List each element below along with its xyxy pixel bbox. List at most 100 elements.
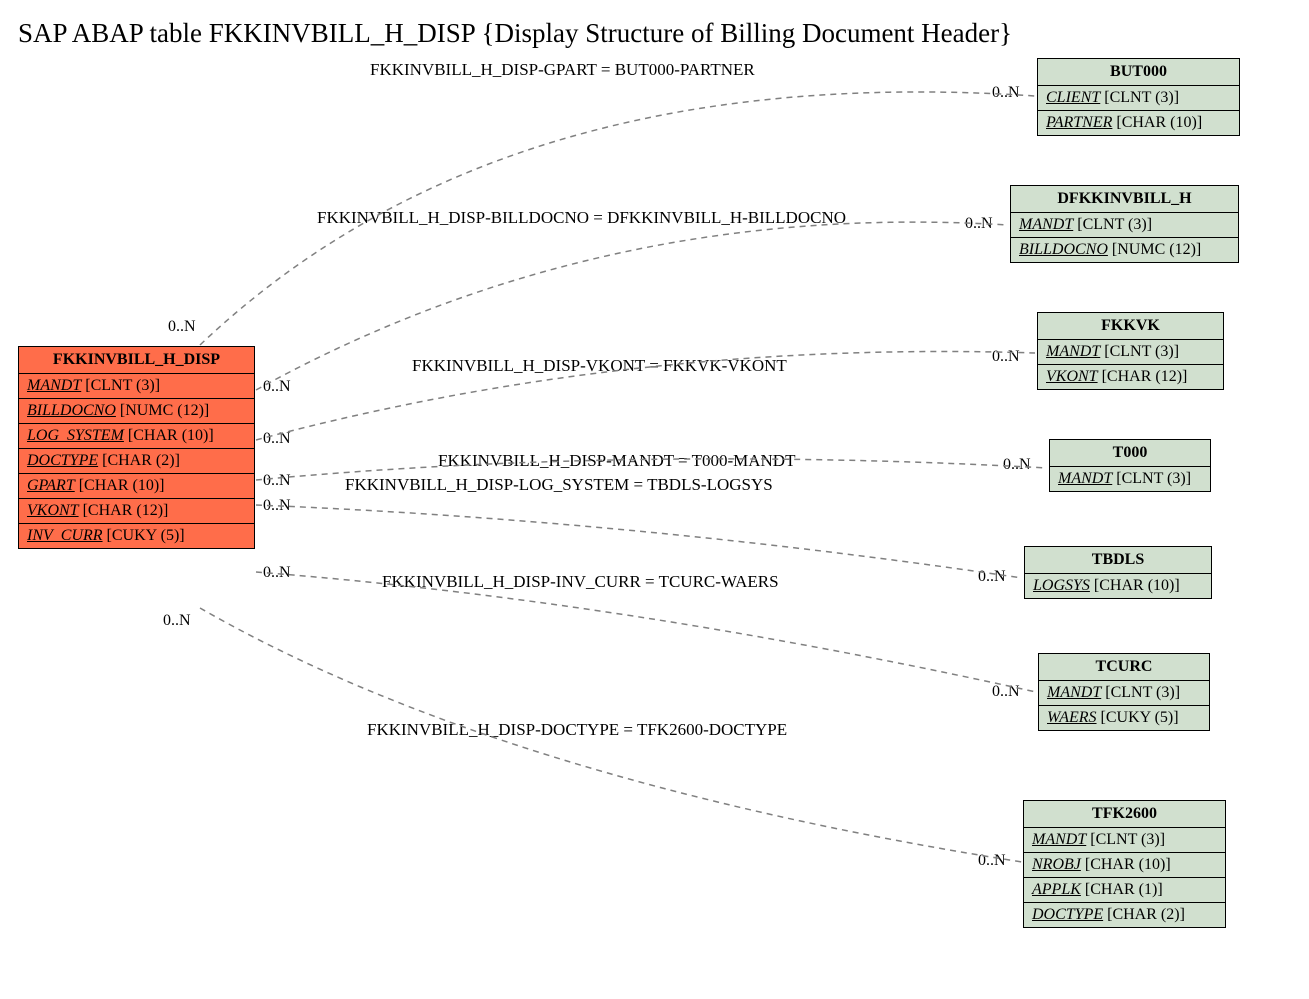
field-name: LOGSYS: [1033, 577, 1090, 594]
cardinality-src: 0..N: [263, 564, 291, 582]
field-name: DOCTYPE: [27, 452, 98, 469]
target-entity: BUT000CLIENT [CLNT (3)]PARTNER [CHAR (10…: [1037, 58, 1240, 136]
field-type: [CLNT (3)]: [1073, 216, 1152, 233]
field-type: [CHAR (2)]: [98, 452, 180, 469]
field-type: [CHAR (10)]: [1081, 856, 1171, 873]
entity-field: MANDT [CLNT (3)]: [19, 374, 254, 399]
entity-field: MANDT [CLNT (3)]: [1038, 340, 1223, 365]
field-type: [CHAR (1)]: [1081, 881, 1163, 898]
target-entity-name: T000: [1050, 440, 1210, 467]
field-name: DOCTYPE: [1032, 906, 1103, 923]
entity-field: VKONT [CHAR (12)]: [19, 499, 254, 524]
cardinality-src: 0..N: [263, 497, 291, 515]
entity-field: NROBJ [CHAR (10)]: [1024, 853, 1225, 878]
target-entity-name: TBDLS: [1025, 547, 1211, 574]
entity-field: PARTNER [CHAR (10)]: [1038, 111, 1239, 135]
edge-label: FKKINVBILL_H_DISP-INV_CURR = TCURC-WAERS: [382, 572, 779, 592]
field-type: [CLNT (3)]: [1100, 89, 1179, 106]
field-type: [CHAR (10)]: [75, 477, 165, 494]
target-entity: T000MANDT [CLNT (3)]: [1049, 439, 1211, 492]
field-name: MANDT: [1047, 684, 1101, 701]
target-entity: DFKKINVBILL_HMANDT [CLNT (3)]BILLDOCNO […: [1010, 185, 1239, 263]
field-name: WAERS: [1047, 709, 1097, 726]
page-title: SAP ABAP table FKKINVBILL_H_DISP {Displa…: [18, 18, 1012, 49]
cardinality-src: 0..N: [168, 318, 196, 336]
target-entity-name: DFKKINVBILL_H: [1011, 186, 1238, 213]
entity-field: DOCTYPE [CHAR (2)]: [1024, 903, 1225, 927]
target-entity: FKKVKMANDT [CLNT (3)]VKONT [CHAR (12)]: [1037, 312, 1224, 390]
target-entity-name: FKKVK: [1038, 313, 1223, 340]
target-entity: TFK2600MANDT [CLNT (3)]NROBJ [CHAR (10)]…: [1023, 800, 1226, 928]
cardinality-src: 0..N: [263, 378, 291, 396]
entity-field: APPLK [CHAR (1)]: [1024, 878, 1225, 903]
entity-field: DOCTYPE [CHAR (2)]: [19, 449, 254, 474]
field-type: [CHAR (2)]: [1103, 906, 1185, 923]
field-name: BILLDOCNO: [1019, 241, 1108, 258]
entity-field: GPART [CHAR (10)]: [19, 474, 254, 499]
field-name: INV_CURR: [27, 527, 103, 544]
cardinality-tgt: 0..N: [992, 348, 1020, 366]
target-entity: TBDLSLOGSYS [CHAR (10)]: [1024, 546, 1212, 599]
edge-label: FKKINVBILL_H_DISP-GPART = BUT000-PARTNER: [370, 60, 755, 80]
target-entity-name: TFK2600: [1024, 801, 1225, 828]
entity-field: LOG_SYSTEM [CHAR (10)]: [19, 424, 254, 449]
field-name: GPART: [27, 477, 75, 494]
cardinality-tgt: 0..N: [992, 683, 1020, 701]
cardinality-tgt: 0..N: [965, 215, 993, 233]
field-name: MANDT: [1058, 470, 1112, 487]
edge-label: FKKINVBILL_H_DISP-BILLDOCNO = DFKKINVBIL…: [317, 208, 846, 228]
cardinality-tgt: 0..N: [992, 84, 1020, 102]
field-type: [CLNT (3)]: [1100, 343, 1179, 360]
entity-field: VKONT [CHAR (12)]: [1038, 365, 1223, 389]
field-name: CLIENT: [1046, 89, 1100, 106]
entity-field: MANDT [CLNT (3)]: [1011, 213, 1238, 238]
field-type: [CHAR (12)]: [1098, 368, 1188, 385]
cardinality-src: 0..N: [263, 472, 291, 490]
entity-field: BILLDOCNO [NUMC (12)]: [19, 399, 254, 424]
field-type: [NUMC (12)]: [116, 402, 209, 419]
field-name: PARTNER: [1046, 114, 1112, 131]
cardinality-src: 0..N: [163, 612, 191, 630]
field-type: [CHAR (10)]: [1090, 577, 1180, 594]
target-entity: TCURCMANDT [CLNT (3)]WAERS [CUKY (5)]: [1038, 653, 1210, 731]
source-entity: FKKINVBILL_H_DISP MANDT [CLNT (3)]BILLDO…: [18, 346, 255, 549]
field-type: [CUKY (5)]: [1097, 709, 1179, 726]
entity-field: BILLDOCNO [NUMC (12)]: [1011, 238, 1238, 262]
entity-field: MANDT [CLNT (3)]: [1050, 467, 1210, 491]
field-name: MANDT: [27, 377, 81, 394]
field-name: MANDT: [1046, 343, 1100, 360]
field-type: [CUKY (5)]: [103, 527, 185, 544]
cardinality-tgt: 0..N: [978, 852, 1006, 870]
field-type: [CLNT (3)]: [1101, 684, 1180, 701]
field-type: [CHAR (10)]: [124, 427, 214, 444]
cardinality-tgt: 0..N: [1003, 456, 1031, 474]
entity-field: MANDT [CLNT (3)]: [1039, 681, 1209, 706]
field-name: NROBJ: [1032, 856, 1081, 873]
edge-label: FKKINVBILL_H_DISP-DOCTYPE = TFK2600-DOCT…: [367, 720, 787, 740]
edge-label: FKKINVBILL_H_DISP-VKONT = FKKVK-VKONT: [412, 356, 787, 376]
field-name: APPLK: [1032, 881, 1081, 898]
field-type: [CLNT (3)]: [81, 377, 160, 394]
target-entity-name: BUT000: [1038, 59, 1239, 86]
entity-field: MANDT [CLNT (3)]: [1024, 828, 1225, 853]
field-type: [CHAR (12)]: [79, 502, 169, 519]
source-entity-name: FKKINVBILL_H_DISP: [19, 347, 254, 374]
entity-field: CLIENT [CLNT (3)]: [1038, 86, 1239, 111]
field-name: MANDT: [1032, 831, 1086, 848]
edge-label: FKKINVBILL_H_DISP-LOG_SYSTEM = TBDLS-LOG…: [345, 475, 773, 495]
field-name: MANDT: [1019, 216, 1073, 233]
field-type: [NUMC (12)]: [1108, 241, 1201, 258]
cardinality-tgt: 0..N: [978, 568, 1006, 586]
entity-field: WAERS [CUKY (5)]: [1039, 706, 1209, 730]
field-name: VKONT: [1046, 368, 1098, 385]
field-type: [CLNT (3)]: [1086, 831, 1165, 848]
cardinality-src: 0..N: [263, 430, 291, 448]
entity-field: INV_CURR [CUKY (5)]: [19, 524, 254, 548]
field-name: LOG_SYSTEM: [27, 427, 124, 444]
field-name: BILLDOCNO: [27, 402, 116, 419]
edge-label: FKKINVBILL_H_DISP-MANDT = T000-MANDT: [438, 451, 795, 471]
entity-field: LOGSYS [CHAR (10)]: [1025, 574, 1211, 598]
field-name: VKONT: [27, 502, 79, 519]
target-entity-name: TCURC: [1039, 654, 1209, 681]
field-type: [CHAR (10)]: [1112, 114, 1202, 131]
